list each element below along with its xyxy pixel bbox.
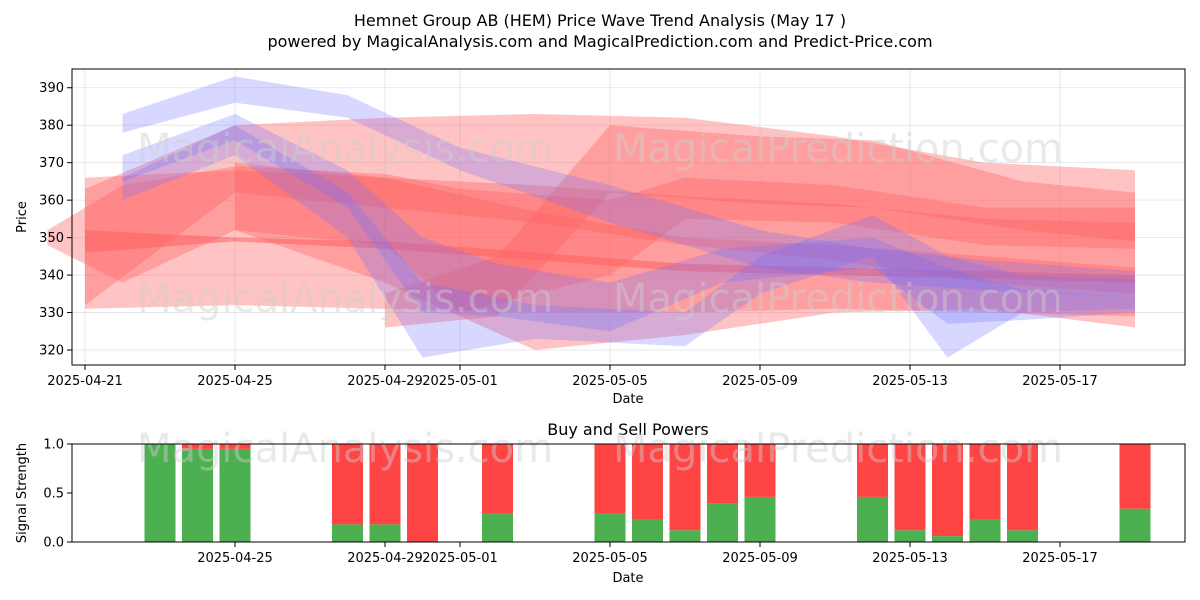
price-y-tick-label-3: 350	[39, 231, 64, 246]
price-band-red-2	[85, 230, 1135, 283]
sell-bar-17	[1119, 444, 1151, 509]
price-grid	[72, 69, 1185, 365]
signal-bars	[144, 444, 1151, 542]
buy-bar-8	[632, 519, 663, 542]
signal-x-tick-label-5: 2025-05-13	[872, 551, 948, 566]
price-y-tick-label-0: 320	[39, 344, 64, 359]
signal-y-tick-label-0: 0.0	[43, 536, 64, 551]
sell-bar-5	[407, 444, 438, 542]
price-x-tick-label-0: 2025-04-21	[47, 374, 123, 389]
watermark-analysis-mid: MagicalAnalysis.com	[137, 276, 553, 322]
buy-bar-12	[857, 496, 888, 542]
price-panel: MagicalAnalysis.com MagicalPrediction.co…	[15, 68, 1186, 407]
price-band-blue-7	[122, 114, 1135, 332]
price-band-red-0	[85, 170, 1135, 317]
buy-bar-16	[1007, 530, 1038, 542]
signal-x-ticks: 2025-04-25 2025-04-29 2025-05-01 2025-05-05…	[197, 542, 1098, 566]
price-y-label: Price	[15, 201, 30, 233]
signal-x-tick-label-4: 2025-05-09	[722, 551, 798, 566]
signal-y-ticks: 0.0 0.5 1.0	[43, 438, 72, 551]
buy-bar-14	[932, 536, 963, 542]
price-x-tick-label-3: 2025-05-01	[422, 374, 498, 389]
sell-bar-11	[744, 444, 776, 497]
chart-title: Hemnet Group AB (HEM) Price Wave Trend A…	[354, 11, 846, 30]
price-x-tick-label-6: 2025-05-13	[872, 374, 948, 389]
buy-bar-7	[594, 513, 626, 542]
sell-bar-3	[332, 444, 363, 525]
buy-bar-6	[482, 513, 513, 542]
signal-x-tick-label-3: 2025-05-05	[572, 551, 648, 566]
sell-bar-12	[857, 444, 888, 497]
signal-x-tick-label-1: 2025-04-29	[347, 551, 423, 566]
buy-bar-17	[1119, 508, 1151, 542]
price-bands	[47, 76, 1135, 358]
sell-bar-10	[707, 444, 738, 504]
signal-x-tick-label-6: 2025-05-17	[1022, 551, 1098, 566]
price-x-label: Date	[612, 392, 643, 407]
buy-bar-10	[707, 503, 738, 542]
buy-bar-9	[669, 530, 701, 542]
buy-bar-1	[182, 448, 213, 542]
signal-x-tick-label-0: 2025-04-25	[197, 551, 273, 566]
watermark-prediction-top: MagicalPrediction.com	[613, 126, 1063, 172]
buy-bar-4	[369, 524, 401, 542]
sell-bar-2	[219, 444, 251, 449]
price-x-tick-label-4: 2025-05-05	[572, 374, 648, 389]
buy-bar-3	[332, 524, 363, 542]
price-band-red-4	[385, 125, 1135, 328]
price-y-tick-label-1: 330	[39, 306, 64, 321]
price-band-red-1	[85, 114, 1135, 306]
signal-title: Buy and Sell Powers	[547, 420, 709, 439]
sell-bar-16	[1007, 444, 1038, 531]
signal-panel: Buy and Sell Powers MagicalAnalysis.com …	[15, 420, 1186, 586]
price-axes-frame	[71, 68, 1186, 366]
sell-bar-7	[594, 444, 626, 514]
watermark-prediction-bottom: MagicalPrediction.com	[613, 426, 1063, 472]
buy-bar-15	[969, 519, 1001, 542]
price-x-ticks: 2025-04-21 2025-04-25 2025-04-29 2025-05-01…	[47, 365, 1098, 389]
price-y-tick-label-4: 360	[39, 194, 64, 209]
price-band-blue-6	[122, 76, 1135, 298]
signal-x-label: Date	[612, 571, 643, 586]
price-x-tick-label-5: 2025-05-09	[722, 374, 798, 389]
buy-bar-13	[894, 530, 926, 542]
sell-bar-9	[669, 444, 701, 531]
price-band-red-5	[235, 162, 1135, 350]
watermark-analysis-top: MagicalAnalysis.com	[137, 126, 553, 172]
price-y-tick-label-7: 390	[39, 81, 64, 96]
signal-y-label: Signal Strength	[15, 443, 30, 543]
buy-bar-2	[219, 448, 251, 542]
price-y-tick-label-5: 370	[39, 156, 64, 171]
price-x-tick-label-2: 2025-04-29	[347, 374, 423, 389]
sell-bar-15	[969, 444, 1001, 520]
price-band-blue-8	[122, 125, 1135, 358]
price-y-tick-label-2: 340	[39, 269, 64, 284]
watermark-analysis-bottom: MagicalAnalysis.com	[137, 426, 553, 472]
price-x-tick-label-7: 2025-05-17	[1022, 374, 1098, 389]
price-x-tick-label-1: 2025-04-25	[197, 374, 273, 389]
price-band-red-3	[47, 166, 1135, 313]
sell-bar-6	[482, 444, 513, 514]
sell-bar-8	[632, 444, 663, 520]
sell-bar-13	[894, 444, 926, 531]
buy-bar-11	[744, 496, 776, 542]
watermark-prediction-mid: MagicalPrediction.com	[613, 276, 1063, 322]
price-y-tick-label-6: 380	[39, 119, 64, 134]
signal-y-tick-label-2: 1.0	[43, 438, 64, 453]
sell-bar-1	[182, 444, 213, 449]
sell-bar-4	[369, 444, 401, 525]
buy-bar-0	[144, 444, 176, 542]
sell-bar-14	[932, 444, 963, 537]
chart-subtitle: powered by MagicalAnalysis.com and Magic…	[267, 32, 932, 51]
signal-x-tick-label-2: 2025-05-01	[422, 551, 498, 566]
signal-y-tick-label-1: 0.5	[43, 487, 64, 502]
price-y-ticks: 320 330 340 350 360 370 380 390	[39, 81, 72, 359]
